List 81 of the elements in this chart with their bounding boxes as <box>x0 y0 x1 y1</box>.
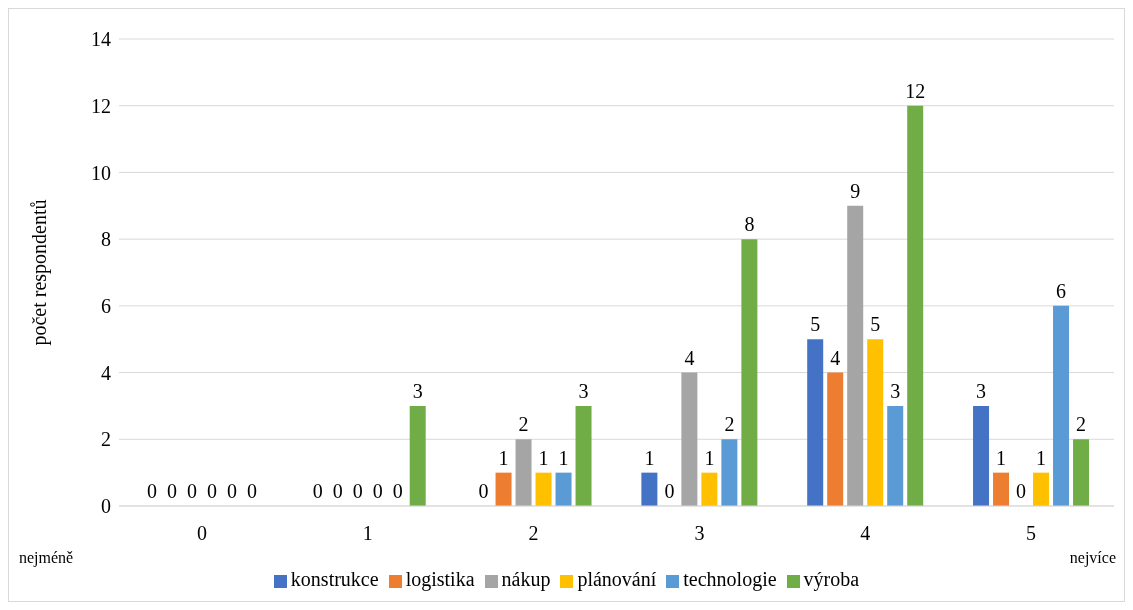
data-label: 1 <box>1036 446 1047 469</box>
legend-label: technologie <box>683 568 777 590</box>
y-tick-label: 8 <box>101 228 111 251</box>
x-tick-label: 3 <box>694 522 705 545</box>
y-tick-label: 4 <box>101 361 111 384</box>
bar <box>681 372 698 506</box>
bar <box>807 339 824 506</box>
bar <box>1073 439 1090 506</box>
data-label: 0 <box>226 479 237 502</box>
legend-label: konstrukce <box>290 568 379 590</box>
data-label: 1 <box>558 446 569 469</box>
bar <box>1053 305 1070 506</box>
bar <box>887 405 904 506</box>
bar <box>515 439 532 506</box>
bar <box>973 405 990 506</box>
bar <box>721 439 738 506</box>
bar <box>993 472 1010 506</box>
bar <box>847 205 864 506</box>
data-label: 1 <box>538 446 549 469</box>
bar <box>575 405 592 506</box>
data-label: 4 <box>830 346 841 369</box>
y-tick-label: 6 <box>101 294 111 317</box>
bar <box>827 372 844 506</box>
legend-label: logistika <box>405 568 475 590</box>
data-label: 3 <box>890 379 901 402</box>
data-label: 0 <box>166 479 177 502</box>
bar <box>1033 472 1050 506</box>
legend-label: nákup <box>501 568 551 590</box>
y-tick-label: 14 <box>91 28 111 51</box>
data-label: 0 <box>312 479 323 502</box>
x-tick-label: 1 <box>362 522 373 545</box>
y-tick-label: 0 <box>101 495 111 518</box>
data-label: 4 <box>684 346 695 369</box>
data-label: 3 <box>976 379 987 402</box>
data-label: 12 <box>905 79 926 102</box>
data-label: 0 <box>1016 479 1027 502</box>
data-label: 9 <box>850 179 861 202</box>
bar <box>701 472 718 506</box>
legend-label: výroba <box>803 568 860 590</box>
data-label: 1 <box>996 446 1007 469</box>
data-label: 0 <box>372 479 383 502</box>
data-label: 0 <box>246 479 257 502</box>
bar <box>641 472 658 506</box>
data-label: 0 <box>332 479 343 502</box>
data-label: 3 <box>412 379 423 402</box>
data-label: 0 <box>478 479 489 502</box>
data-label: 0 <box>206 479 217 502</box>
data-label: 8 <box>744 213 755 236</box>
bar <box>495 472 512 506</box>
x-tick-label: 2 <box>528 522 539 545</box>
data-label: 0 <box>664 479 675 502</box>
data-label: 0 <box>146 479 157 502</box>
data-label: 2 <box>1076 413 1087 436</box>
text: nejméně <box>19 549 74 567</box>
bar <box>555 472 572 506</box>
legend-label: plánování <box>577 568 657 590</box>
data-label: 1 <box>644 446 655 469</box>
data-label: 1 <box>704 446 715 469</box>
bar <box>409 405 426 506</box>
data-label: 6 <box>1056 279 1067 302</box>
data-label: 0 <box>186 479 197 502</box>
x-tick-label: 0 <box>196 522 207 545</box>
data-label: 3 <box>578 379 589 402</box>
data-label: 2 <box>724 413 735 436</box>
x-tick-label: 4 <box>860 522 871 545</box>
data-label: 0 <box>352 479 363 502</box>
y-tick-label: 12 <box>91 94 111 117</box>
x-tick-label: 5 <box>1026 522 1037 545</box>
data-label: 2 <box>518 413 529 436</box>
y-tick-label: 2 <box>101 428 111 451</box>
data-label: 5 <box>870 313 881 336</box>
bar <box>907 105 924 506</box>
data-label: 0 <box>392 479 403 502</box>
bar <box>741 239 758 506</box>
bar <box>867 339 884 506</box>
text: nejvíce <box>1069 549 1116 567</box>
data-label: 5 <box>810 313 821 336</box>
y-axis-title: počet respondentů <box>28 199 52 346</box>
y-tick-label: 10 <box>91 161 111 184</box>
data-label: 1 <box>498 446 509 469</box>
bar <box>535 472 552 506</box>
